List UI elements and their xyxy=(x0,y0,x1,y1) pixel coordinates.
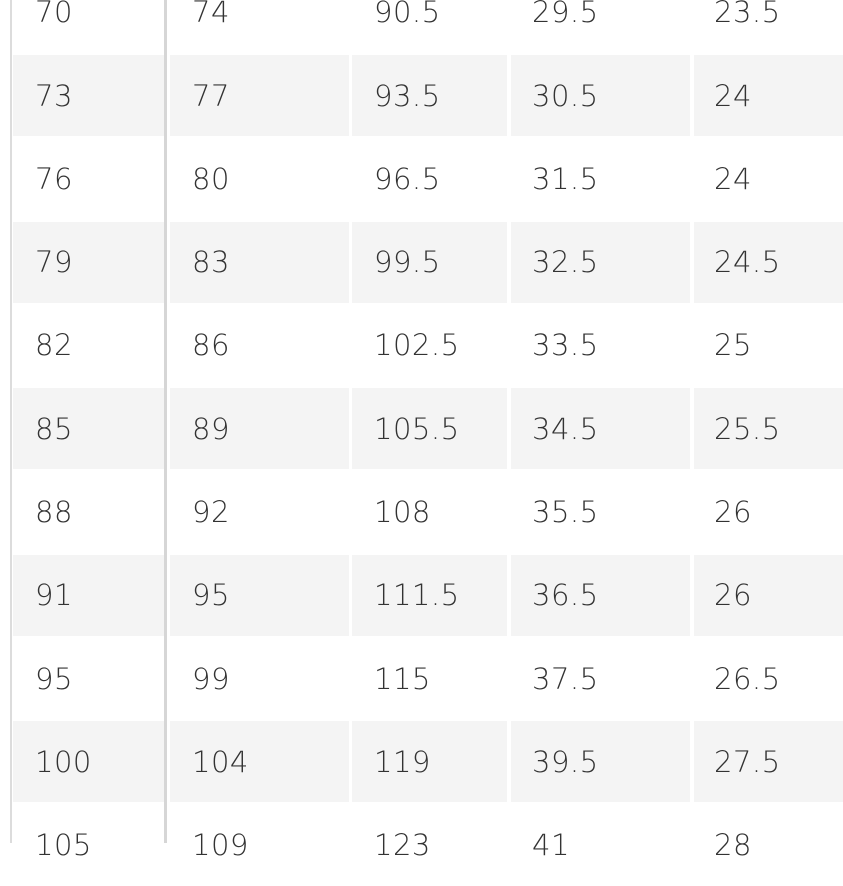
table-cell: 27.5 xyxy=(694,721,843,803)
table-cell: 76 xyxy=(35,161,73,196)
table-cell: 35.5 xyxy=(532,495,599,529)
table-cell: 105 xyxy=(35,828,92,863)
table-cell: 25 xyxy=(714,328,752,363)
table-cell: 92 xyxy=(192,495,230,529)
table-cell: 28 xyxy=(714,828,752,863)
table-cell: 82 xyxy=(35,328,73,363)
table-cell: 41 xyxy=(532,828,570,863)
table-cell: 26.5 xyxy=(714,661,781,696)
table-cell: 88 xyxy=(35,495,73,529)
table-cell: 36.5 xyxy=(511,554,690,636)
table-cell: 109 xyxy=(192,828,249,863)
table-cell: 26 xyxy=(694,554,843,636)
table-cell: 74 xyxy=(192,0,230,30)
table-cell: 29.5 xyxy=(532,0,599,30)
table-cell: 23.5 xyxy=(714,0,781,30)
table-cell: 33.5 xyxy=(532,328,599,363)
table-cell: 96.5 xyxy=(374,161,441,196)
table-cell: 73 xyxy=(13,55,164,136)
table-cell: 37.5 xyxy=(532,661,599,696)
table-cell: 91 xyxy=(13,554,164,636)
table-cell: 104 xyxy=(170,721,349,803)
table-cell: 99 xyxy=(192,661,230,696)
table-cell: 24 xyxy=(694,55,843,136)
table-cell: 85 xyxy=(13,388,164,470)
table-cell: 24 xyxy=(714,161,752,196)
table-cell: 105.5 xyxy=(352,388,507,470)
table-cell: 80 xyxy=(192,161,230,196)
table-cell: 31.5 xyxy=(532,161,599,196)
table-left-border xyxy=(10,0,12,843)
table-cell: 102.5 xyxy=(374,328,460,363)
table-cell: 32.5 xyxy=(511,221,690,303)
table-cell: 83 xyxy=(170,221,349,303)
table-cell: 108 xyxy=(374,495,431,529)
table-cell: 70 xyxy=(35,0,73,30)
table-cell: 34.5 xyxy=(511,388,690,470)
table-cell: 100 xyxy=(13,721,164,803)
table-cell: 26 xyxy=(714,495,752,529)
table-cell: 39.5 xyxy=(511,721,690,803)
table-cell: 30.5 xyxy=(511,55,690,136)
table-cell: 95 xyxy=(170,554,349,636)
table-cell: 115 xyxy=(374,661,431,696)
column-separator xyxy=(164,0,167,843)
table-cell: 77 xyxy=(170,55,349,136)
table-cell: 89 xyxy=(170,388,349,470)
table-cell: 99.5 xyxy=(352,221,507,303)
table-cell: 119 xyxy=(352,721,507,803)
table-cell: 93.5 xyxy=(352,55,507,136)
table-cell: 111.5 xyxy=(352,554,507,636)
table-cell: 79 xyxy=(13,221,164,303)
table-cell: 123 xyxy=(374,828,431,863)
table-cell: 86 xyxy=(192,328,230,363)
table-cell: 24.5 xyxy=(694,221,843,303)
table-cell: 90.5 xyxy=(374,0,441,30)
table-cell: 95 xyxy=(35,661,73,696)
table-cell: 25.5 xyxy=(694,388,843,470)
